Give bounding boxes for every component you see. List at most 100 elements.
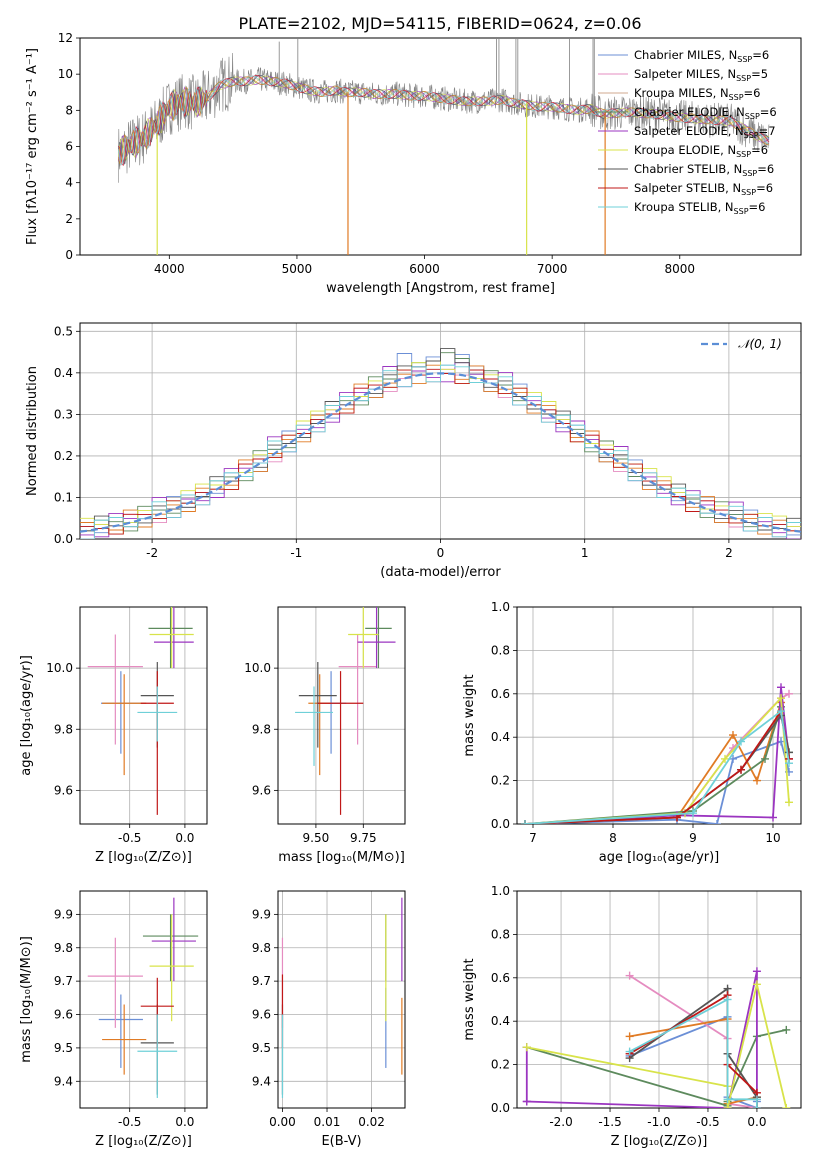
x-tick-label: -0.5: [118, 831, 141, 845]
mass_weight_vs_age-frame: [516, 606, 802, 825]
legend-entry: Chabrier MILES, NSSP=6: [634, 48, 769, 64]
legend-entry-count: =7: [759, 124, 776, 138]
legend-entry-subscript: SSP: [736, 150, 751, 159]
panels: 4000 5000 6000 7000 8000024681012wavelength …: [19, 31, 802, 1149]
y-tick-label: 9.4: [54, 1074, 73, 1088]
legend-entry-count: =6: [752, 48, 769, 62]
legend-entry: Chabrier STELIB, NSSP=6: [634, 162, 774, 178]
legend-entry-label: Kroupa STELIB, N: [634, 200, 734, 214]
y-tick-label: 9.8: [54, 722, 73, 736]
x-tick-label: 5000: [282, 262, 313, 276]
y-tick-label: 10.0: [244, 661, 271, 675]
legend-entry-count: =5: [751, 67, 768, 81]
y-tick-label: 0.0: [491, 817, 510, 831]
x-tick-label: 6000: [409, 262, 440, 276]
legend-entry-count: =6: [757, 162, 774, 176]
legend-entry: Salpeter STELIB, NSSP=6: [634, 181, 773, 197]
legend-entry-label: Chabrier ELODIE, N: [634, 105, 745, 119]
model-spectrum-line: [118, 75, 770, 167]
y-tick-label: 0.6: [491, 687, 510, 701]
legend-entry-label: Chabrier STELIB, N: [634, 162, 742, 176]
y-tick-label: 9.8: [252, 941, 271, 955]
legend-entry-count: =6: [756, 181, 773, 195]
legend-entry-subscript: SSP: [736, 74, 751, 83]
x-tick-label: 0.01: [314, 1115, 341, 1129]
y-tick-label: 10.0: [46, 661, 73, 675]
mass_vs_ebv-frame: [277, 890, 406, 1109]
y-tick-label: 6: [65, 140, 73, 154]
x-tick-label: 0.02: [358, 1115, 385, 1129]
y-tick-label: 0.2: [491, 1058, 510, 1072]
residuals-axes: -2 -1 0 1 2 0.0 0.1 0.2 0.3 0.4 0.5 (data-model)/er…: [25, 322, 802, 580]
y-tick-label: 0.2: [491, 774, 510, 788]
x-tick-label: 10: [765, 831, 780, 845]
y-tick-label: 10: [58, 67, 73, 81]
age_vs_Z-frame: [79, 606, 208, 825]
y-tick-label: 9.9: [54, 907, 73, 921]
x-tick-label: -2.0: [549, 1115, 572, 1129]
y-tick-label: 9.5: [252, 1041, 271, 1055]
observed-spectrum-line: [118, 52, 770, 183]
x-axis-label: Z [log₁₀(Z/Z⊙)]: [95, 850, 192, 865]
model-spectrum-line: [117, 75, 770, 165]
x-tick-label: 0.0: [175, 831, 194, 845]
x-tick-label: 8: [609, 831, 617, 845]
legend-entry: Kroupa STELIB, NSSP=6: [634, 200, 765, 216]
legend-entry-subscript: SSP: [744, 131, 759, 140]
x-tick-label: -0.5: [118, 1115, 141, 1129]
legend-entry-subscript: SSP: [734, 207, 749, 216]
legend-entry-subscript: SSP: [742, 169, 757, 178]
spectrum-axes: 4000 5000 6000 7000 8000 0 2 4 6 8 10 12 wavelength …: [25, 31, 802, 296]
x-tick-label: 4000: [154, 262, 185, 276]
y-tick-label: 0: [65, 248, 73, 262]
legend-entry-count: =6: [744, 86, 761, 100]
legend-entry-label: Chabrier MILES, N: [634, 48, 737, 62]
x-tick-label: -1.0: [647, 1115, 670, 1129]
y-tick-label: 8: [65, 103, 73, 117]
x-tick-label: -1.5: [598, 1115, 621, 1129]
y-axis-label: mass weight: [462, 958, 477, 1040]
legend-entry-label: Kroupa ELODIE, N: [634, 143, 736, 157]
legend-entry-subscript: SSP: [737, 55, 752, 64]
mass_vs_Z-axes: -0.5 0.0 9.4 9.5 9.6 9.7 9.8 9.9 Z [log₁₀(Z/Z⊙)]…: [19, 890, 208, 1149]
x-tick-label: 9: [689, 831, 697, 845]
y-tick-label: 0.8: [491, 927, 510, 941]
y-tick-label: 9.4: [252, 1074, 271, 1088]
y-tick-label: 0.0: [54, 532, 73, 546]
figure-title: PLATE=2102, MJD=54115, FIBERID=0624, z=0…: [238, 14, 641, 33]
y-tick-label: 12: [58, 31, 73, 45]
legend-entry: Kroupa ELODIE, NSSP=6: [634, 143, 768, 159]
mass_vs_ebv-points: [281, 897, 403, 1098]
x-axis-label: E(B-V): [321, 1134, 361, 1149]
x-axis-label: wavelength [Angstrom, rest frame]: [326, 281, 555, 296]
y-tick-label: 0.1: [54, 490, 73, 504]
legend-entry-label: Salpeter MILES, N: [634, 67, 736, 81]
x-tick-label: -1: [290, 546, 302, 560]
mass_weight_vs_Z-series: [522, 967, 791, 1108]
y-tick-label: 9.7: [54, 974, 73, 988]
x-axis-label: (data-model)/error: [380, 565, 501, 580]
mass-weight-line: [526, 984, 788, 1108]
x-tick-label: -0.5: [696, 1115, 719, 1129]
x-axis-label: mass [log₁₀(M/M⊙)]: [278, 850, 405, 865]
y-axis-label: age [log₁₀(age/yr)]: [19, 655, 34, 776]
y-tick-label: 0.0: [491, 1101, 510, 1115]
x-tick-label: 0: [437, 546, 445, 560]
y-tick-label: 0.4: [491, 730, 510, 744]
model-spectrum-line: [117, 76, 770, 164]
x-tick-label: 2: [725, 546, 733, 560]
legend-entry-subscript: SSP: [741, 188, 756, 197]
legend-entry-label: Kroupa MILES, N: [634, 86, 729, 100]
legend-entry-subscript: SSP: [729, 93, 744, 102]
mass_weight_vs_age-axes: 7 8 9 10 0.0 0.2 0.4 0.6 0.8 1.0 age [log₁₀(age/yr…: [462, 600, 802, 865]
y-tick-label: 9.5: [54, 1041, 73, 1055]
age_vs_Z-axes: -0.5 0.0 9.6 9.8 10.0 Z [log₁₀(Z/Z⊙)] age [log…: [19, 606, 208, 865]
age_vs_Z-points: [87, 607, 194, 815]
residual-histogram-step: [80, 348, 801, 532]
y-tick-label: 1.0: [491, 884, 510, 898]
y-axis-label: mass [log₁₀(M/M⊙)]: [19, 936, 34, 1063]
spectrum-series: [117, 38, 770, 255]
y-tick-label: 0.6: [491, 971, 510, 985]
gaussian-reference-curve: [80, 372, 801, 533]
